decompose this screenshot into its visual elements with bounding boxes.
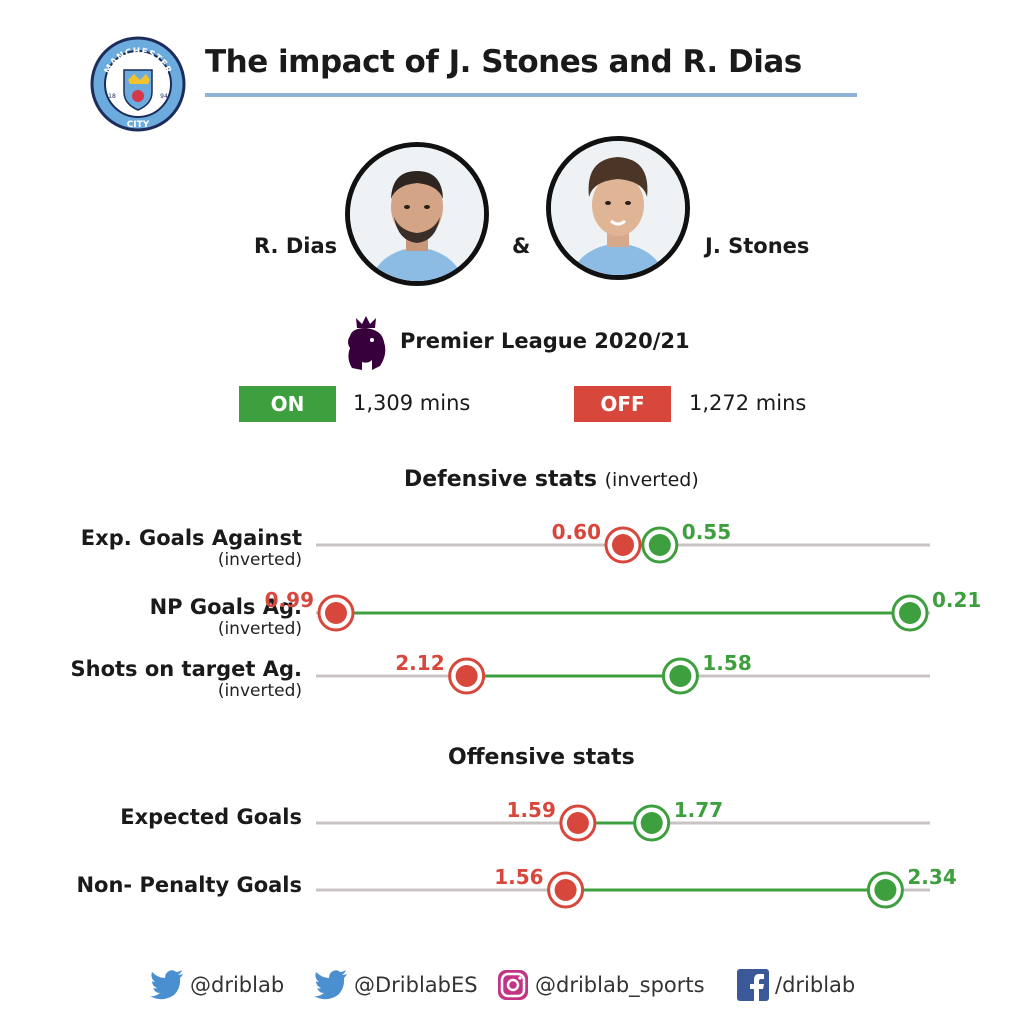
footer-label: @driblab xyxy=(190,973,285,997)
section-title-defensive: Defensive stats (inverted) xyxy=(404,467,699,492)
on-marker-dot xyxy=(648,534,671,556)
page-title: The impact of J. Stones and R. Dias xyxy=(205,44,802,80)
dias-portrait xyxy=(345,142,489,286)
section-title-offensive: Offensive stats xyxy=(448,745,635,770)
twitter-icon xyxy=(314,970,347,1000)
on-value-label: 2.34 xyxy=(907,865,956,889)
row-label-npg: Non- Penalty Goals xyxy=(76,873,302,897)
row-label-main: NP Goals Ag. xyxy=(149,595,302,619)
off-marker-dot xyxy=(554,879,577,901)
row-label-xga: Exp. Goals Against (inverted) xyxy=(81,526,302,570)
off-value-label: 0.99 xyxy=(265,588,314,612)
on-minutes: 1,309 mins xyxy=(353,391,471,415)
off-marker-dot xyxy=(566,812,589,834)
off-marker-dot xyxy=(325,602,347,624)
footer-label: @driblab_sports xyxy=(535,973,705,997)
on-marker-dot xyxy=(669,665,692,687)
footer-label: @DriblabES xyxy=(354,973,478,997)
on-marker-dot xyxy=(874,879,897,901)
on-marker-dot xyxy=(640,812,663,834)
section-defensive-title: Defensive stats xyxy=(404,467,597,492)
off-value-label: 1.56 xyxy=(494,865,543,889)
stones-portrait xyxy=(546,136,690,280)
on-value-label: 1.77 xyxy=(674,798,723,822)
title-underline xyxy=(205,93,857,97)
row-label-xg: Expected Goals xyxy=(120,805,302,829)
premier-league-lion-icon xyxy=(342,314,390,372)
section-defensive-note: (inverted) xyxy=(604,469,699,491)
off-value-label: 0.60 xyxy=(552,520,601,544)
on-value-label: 0.21 xyxy=(932,588,981,612)
on-value-label: 0.55 xyxy=(682,520,731,544)
row-label-npga: NP Goals Ag. (inverted) xyxy=(150,595,302,639)
row-label-main: Exp. Goals Against xyxy=(80,526,302,550)
crest-year-right: 94 xyxy=(160,93,168,100)
facebook-icon xyxy=(737,969,769,1001)
footer-twitter-driblabes[interactable]: @DriblabES xyxy=(314,965,478,1005)
row-label-main: Non- Penalty Goals xyxy=(76,873,302,897)
on-badge: ON xyxy=(239,386,336,422)
manchester-city-crest: MANCHESTER CITY 18 94 xyxy=(90,36,186,132)
player-name-dias: R. Dias xyxy=(254,234,338,258)
row-label-sota: Shots on target Ag. (inverted) xyxy=(71,657,303,701)
off-marker-dot xyxy=(455,665,478,687)
footer-label: /driblab xyxy=(775,973,856,997)
instagram-icon xyxy=(498,970,528,1000)
row-label-main: Shots on target Ag. xyxy=(70,657,303,681)
off-badge: OFF xyxy=(574,386,671,422)
crest-bottom-text: CITY xyxy=(127,120,150,130)
crest-year-left: 18 xyxy=(108,93,116,100)
footer-twitter-driblab[interactable]: @driblab xyxy=(150,965,284,1005)
off-value-label: 2.12 xyxy=(395,651,444,675)
row-label-sub: (inverted) xyxy=(217,550,302,570)
off-value-label: 1.59 xyxy=(507,798,556,822)
off-marker-dot xyxy=(612,534,634,556)
on-marker-dot xyxy=(899,602,921,624)
row-label-main: Expected Goals xyxy=(120,805,302,829)
row-label-sub: (inverted) xyxy=(217,619,302,639)
footer-instagram[interactable]: @driblab_sports xyxy=(497,965,705,1005)
footer-facebook[interactable]: /driblab xyxy=(737,965,855,1005)
twitter-icon xyxy=(150,970,183,1000)
row-label-sub: (inverted) xyxy=(217,681,302,701)
on-value-label: 1.58 xyxy=(702,651,751,675)
off-minutes: 1,272 mins xyxy=(689,391,807,415)
player-name-stones: J. Stones xyxy=(705,234,810,258)
ampersand: & xyxy=(512,234,531,258)
league-label: Premier League 2020/21 xyxy=(400,329,690,353)
